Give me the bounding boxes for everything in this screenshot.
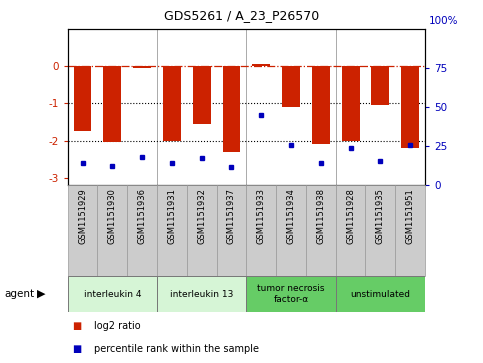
Bar <box>133 66 151 68</box>
Bar <box>246 185 276 276</box>
Bar <box>306 185 336 276</box>
Bar <box>312 66 330 144</box>
Bar <box>193 66 211 124</box>
Text: tumor necrosis
factor-α: tumor necrosis factor-α <box>257 284 325 304</box>
Bar <box>163 66 181 140</box>
Bar <box>127 185 157 276</box>
Bar <box>276 185 306 276</box>
Text: GSM1151951: GSM1151951 <box>406 188 414 244</box>
Text: GSM1151935: GSM1151935 <box>376 188 385 244</box>
Text: interleukin 13: interleukin 13 <box>170 290 233 298</box>
Text: log2 ratio: log2 ratio <box>94 321 141 331</box>
Text: GSM1151930: GSM1151930 <box>108 188 117 244</box>
Bar <box>336 276 425 312</box>
Text: GSM1151933: GSM1151933 <box>257 188 266 244</box>
Bar <box>223 66 241 152</box>
Bar <box>157 276 246 312</box>
Text: unstimulated: unstimulated <box>350 290 411 298</box>
Text: GSM1151931: GSM1151931 <box>168 188 176 244</box>
Bar <box>252 64 270 66</box>
Bar <box>366 185 395 276</box>
Text: 100%: 100% <box>429 16 459 26</box>
Text: agent: agent <box>5 289 35 299</box>
Text: GSM1151936: GSM1151936 <box>138 188 146 244</box>
Text: GDS5261 / A_23_P26570: GDS5261 / A_23_P26570 <box>164 9 319 22</box>
Bar <box>157 185 187 276</box>
Bar <box>216 185 246 276</box>
Text: interleukin 4: interleukin 4 <box>84 290 141 298</box>
Text: percentile rank within the sample: percentile rank within the sample <box>94 344 259 354</box>
Bar <box>68 185 98 276</box>
Bar <box>68 276 157 312</box>
Bar <box>371 66 389 105</box>
Text: GSM1151937: GSM1151937 <box>227 188 236 244</box>
Bar <box>103 66 121 142</box>
Bar <box>282 66 300 107</box>
Text: ▶: ▶ <box>37 289 45 299</box>
Bar <box>401 66 419 148</box>
Bar <box>246 276 336 312</box>
Bar <box>187 185 216 276</box>
Text: ■: ■ <box>72 321 82 331</box>
Bar <box>336 185 366 276</box>
Text: GSM1151932: GSM1151932 <box>197 188 206 244</box>
Bar <box>341 66 359 140</box>
Bar <box>73 66 91 131</box>
Text: GSM1151938: GSM1151938 <box>316 188 325 244</box>
Text: ■: ■ <box>72 344 82 354</box>
Text: GSM1151929: GSM1151929 <box>78 188 87 244</box>
Text: GSM1151934: GSM1151934 <box>286 188 296 244</box>
Text: GSM1151928: GSM1151928 <box>346 188 355 244</box>
Bar <box>395 185 425 276</box>
Bar <box>98 185 127 276</box>
